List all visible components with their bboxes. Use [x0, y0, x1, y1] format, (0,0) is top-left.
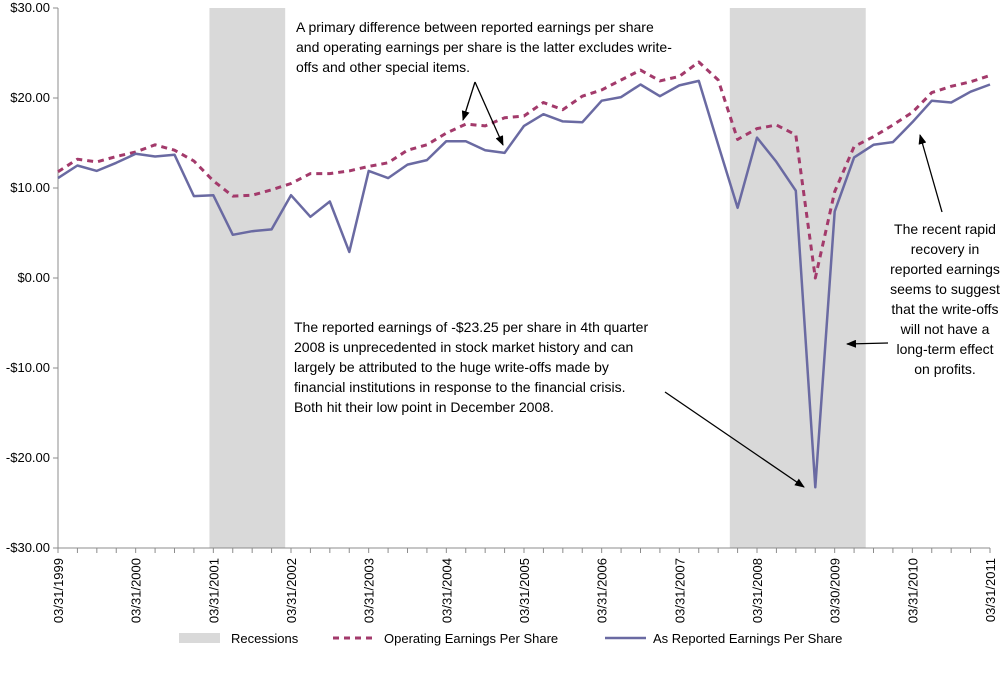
y-tick-label: $20.00	[10, 90, 50, 105]
arrow-to-reported	[474, 81, 504, 146]
x-tick-label: 03/31/2011	[983, 558, 998, 622]
operating-eps-line	[57, 60, 991, 280]
annotation-right: The recent rapid recovery in reported ea…	[890, 221, 1000, 377]
x-tick-label: 03/31/2000	[129, 558, 144, 623]
arrow-to-recovery	[918, 134, 943, 213]
x-tick-label: 03/31/2007	[672, 558, 687, 623]
arrow-to-operating	[461, 81, 476, 121]
legend-label-reported: As Reported Earnings Per Share	[653, 631, 842, 646]
y-tick-label: $10.00	[10, 180, 50, 195]
axes: $30.00 $20.00 $10.00 $0.00 -$10.00 -$20.00 -$3…	[6, 0, 998, 623]
recession-bands	[209, 8, 866, 548]
x-tick-label: 03/31/2002	[284, 558, 299, 623]
annotation-arrows	[461, 81, 943, 488]
recession-band-2	[729, 8, 866, 548]
legend-label-recessions: Recessions	[231, 631, 299, 646]
series-lines	[57, 60, 991, 489]
x-tick-label: 03/30/2009	[828, 558, 843, 623]
y-tick-label: $0.00	[17, 270, 50, 285]
arrow-to-reported-dip	[846, 339, 889, 348]
legend-label-operating: Operating Earnings Per Share	[384, 631, 558, 646]
x-tick-label: 03/31/2008	[750, 558, 765, 623]
x-tick-label: 03/31/2004	[439, 558, 454, 623]
y-tick-label: $30.00	[10, 0, 50, 15]
y-tick-label: -$20.00	[6, 450, 50, 465]
recession-band-1	[209, 8, 286, 548]
legend-swatch-recessions	[179, 633, 220, 643]
annotation-top: A primary difference between reported ea…	[296, 19, 672, 75]
y-tick-label: -$30.00	[6, 540, 50, 555]
x-tick-label: 03/31/2010	[905, 558, 920, 623]
annotation-middle: The reported earnings of -$23.25 per sha…	[294, 319, 649, 415]
legend: Recessions Operating Earnings Per Share As…	[179, 631, 842, 646]
x-tick-label: 03/31/2006	[595, 558, 610, 623]
reported-eps-line	[57, 79, 991, 489]
x-tick-label: 03/31/1999	[51, 558, 66, 623]
x-tick-label: 03/31/2005	[517, 558, 532, 623]
x-tick-label: 03/31/2001	[206, 558, 221, 623]
y-tick-label: -$10.00	[6, 360, 50, 375]
x-tick-label: 03/31/2003	[362, 558, 377, 623]
arrow-to-low-point	[664, 391, 805, 488]
